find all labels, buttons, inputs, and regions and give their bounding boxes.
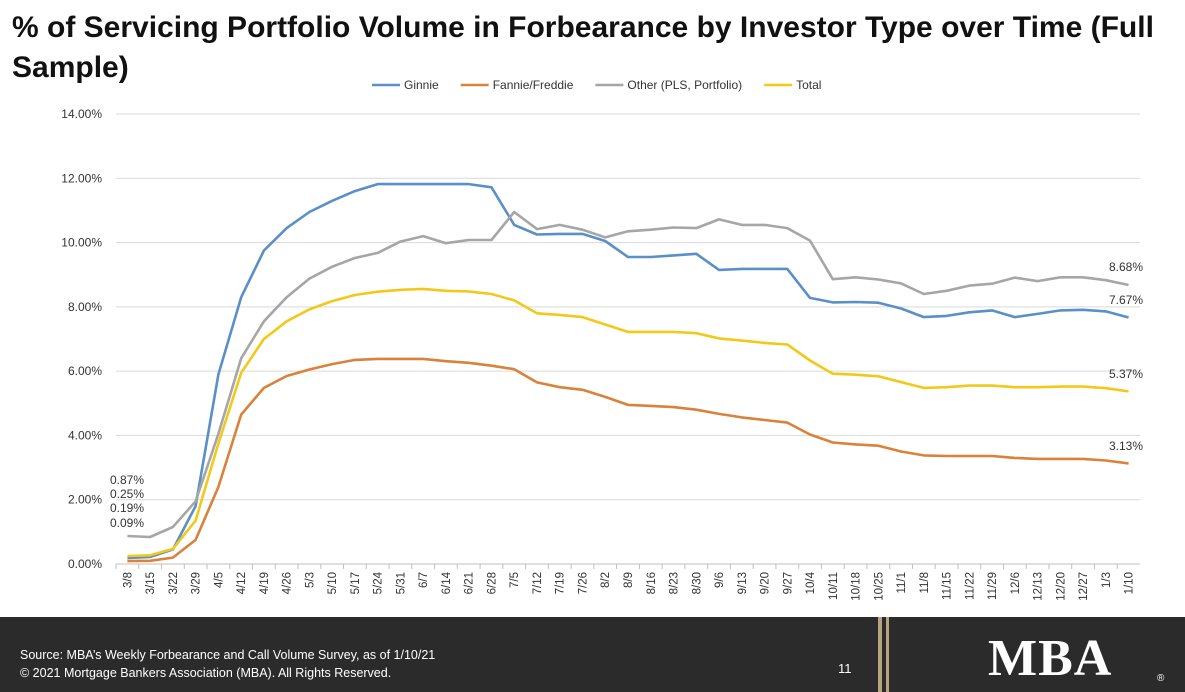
x-tick-label: 3/22 (168, 572, 180, 594)
x-tick-label: 4/26 (282, 572, 294, 594)
x-tick-label: 9/20 (760, 572, 772, 594)
x-tick-label: 1/10 (1124, 572, 1136, 594)
legend-label: Other (PLS, Portfolio) (627, 78, 742, 92)
x-tick-label: 4/19 (259, 572, 271, 594)
x-tick-label: 8/9 (623, 572, 635, 588)
series-line-total (127, 287, 1129, 558)
x-tick-label: 10/18 (851, 572, 863, 601)
y-tick-label: 10.00% (61, 236, 102, 250)
series-line-other-pls-portfolio (127, 210, 1129, 539)
page-title: % of Servicing Portfolio Volume in Forbe… (12, 11, 1154, 84)
x-tick-label: 6/21 (464, 572, 476, 594)
start-value-label: 0.87% (110, 473, 144, 487)
y-tick-label: 2.00% (68, 493, 102, 507)
x-tick-label: 11/29 (987, 572, 999, 600)
x-tick-label: 3/15 (145, 572, 157, 594)
source-text: Source: MBA’s Weekly Forbearance and Cal… (20, 648, 436, 662)
x-tick-label: 8/2 (600, 572, 612, 588)
x-axis: 3/8 3/15 3/22 3/29 4/5 4/12 4/19 4/26 5/3 5/10 5/1… (115, 563, 1140, 601)
x-tick-label: 1/3 (1101, 572, 1113, 588)
x-tick-label: 10/4 (805, 571, 817, 594)
x-tick-label: 5/31 (395, 572, 407, 594)
y-tick-label: 12.00% (61, 171, 102, 185)
x-tick-label: 7/12 (532, 572, 544, 594)
x-tick-label: 5/24 (373, 571, 385, 594)
y-tick-label: 4.00% (68, 428, 102, 442)
x-tick-label: 5/10 (327, 572, 339, 594)
legend-label: Total (796, 78, 821, 92)
legend: Ginnie Fannie/Freddie Other (PLS, Portfoli… (372, 78, 821, 92)
divider-bar (886, 617, 889, 692)
y-tick-label: 0.00% (68, 557, 102, 571)
y-tick-label: 14.00% (61, 107, 102, 121)
x-tick-label: 9/27 (782, 572, 794, 594)
start-value-label: 0.25% (110, 487, 144, 501)
x-tick-label: 5/17 (350, 572, 362, 594)
start-value-label: 0.19% (110, 501, 144, 515)
start-value-label: 0.09% (110, 516, 144, 530)
copyright-text: © 2021 Mortgage Bankers Association (MBA… (20, 666, 392, 680)
forbearance-line-chart: 0.00% 2.00% 4.00% 6.00% 8.00% 10.00% 12.00% 14.… (61, 78, 1143, 601)
y-axis-tick-labels: 0.00% 2.00% 4.00% 6.00% 8.00% 10.00% 12.00% 14.… (61, 107, 102, 571)
end-value-label: 8.68% (1109, 260, 1143, 274)
data-annotations: 0.87%0.25%0.19%0.09% 8.68% 7.67% 5.37% 3.13% (110, 260, 1143, 530)
x-tick-label: 8/23 (669, 572, 681, 594)
x-tick-label: 12/20 (1055, 572, 1067, 601)
x-tick-label: 12/13 (1033, 572, 1045, 601)
x-tick-label: 7/5 (509, 572, 521, 588)
x-tick-label: 3/29 (191, 572, 203, 594)
series-line-ginnie (127, 182, 1129, 560)
end-value-label: 3.13% (1109, 439, 1143, 453)
x-tick-label: 4/5 (213, 572, 225, 588)
y-tick-label: 8.00% (68, 300, 102, 314)
x-tick-label: 12/6 (1010, 572, 1022, 594)
legend-label: Fannie/Freddie (493, 78, 574, 92)
mba-logo: MBA (988, 630, 1113, 687)
x-tick-label: 11/8 (919, 572, 931, 594)
legend-label: Ginnie (404, 78, 439, 92)
x-tick-label: 7/19 (555, 572, 567, 594)
x-tick-label: 6/14 (441, 571, 453, 594)
x-tick-label: 4/12 (236, 572, 248, 594)
footer: Source: MBA’s Weekly Forbearance and Cal… (0, 617, 1185, 692)
series-lines (127, 182, 1129, 563)
x-tick-label: 6/28 (486, 572, 498, 594)
x-tick-label: 9/6 (714, 572, 726, 588)
x-tick-label: 5/3 (304, 572, 316, 588)
x-tick-label: 9/13 (737, 572, 749, 594)
x-tick-label: 11/22 (964, 572, 976, 600)
y-tick-label: 6.00% (68, 364, 102, 378)
divider-bar (878, 617, 882, 692)
end-value-label: 5.37% (1109, 367, 1143, 381)
gridlines (116, 113, 1140, 565)
x-tick-label: 8/30 (691, 572, 703, 594)
x-tick-label: 10/25 (873, 572, 885, 601)
end-value-label: 7.67% (1109, 293, 1143, 307)
series-line-fannie-freddie (127, 357, 1129, 563)
page-number: 11 (838, 661, 852, 676)
x-tick-label: 7/26 (577, 572, 589, 594)
x-tick-label: 10/11 (828, 572, 840, 600)
registered-mark: ® (1157, 673, 1165, 684)
x-tick-label: 12/27 (1078, 572, 1090, 601)
x-tick-label: 11/15 (942, 572, 954, 600)
x-tick-label: 6/7 (418, 572, 430, 588)
x-tick-label: 3/8 (122, 572, 134, 588)
x-tick-label: 11/1 (896, 572, 908, 594)
x-tick-label: 8/16 (646, 572, 658, 594)
source-note: Source: MBA’s Weekly Forbearance and Cal… (20, 646, 435, 682)
